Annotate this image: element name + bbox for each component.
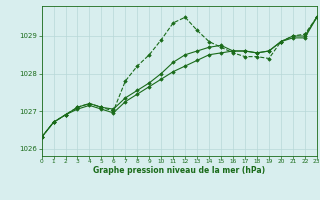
X-axis label: Graphe pression niveau de la mer (hPa): Graphe pression niveau de la mer (hPa) [93,166,265,175]
